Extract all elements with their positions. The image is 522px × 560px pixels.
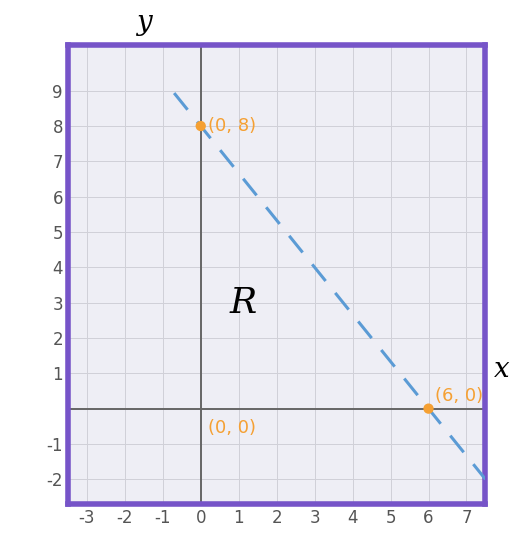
Text: y: y bbox=[136, 8, 151, 36]
Text: x: x bbox=[494, 356, 509, 383]
Text: (0, 0): (0, 0) bbox=[208, 419, 256, 437]
Text: (0, 8): (0, 8) bbox=[208, 117, 256, 135]
Point bbox=[197, 122, 205, 130]
Text: R: R bbox=[229, 286, 256, 320]
Text: (6, 0): (6, 0) bbox=[435, 388, 483, 405]
Point bbox=[424, 404, 433, 413]
